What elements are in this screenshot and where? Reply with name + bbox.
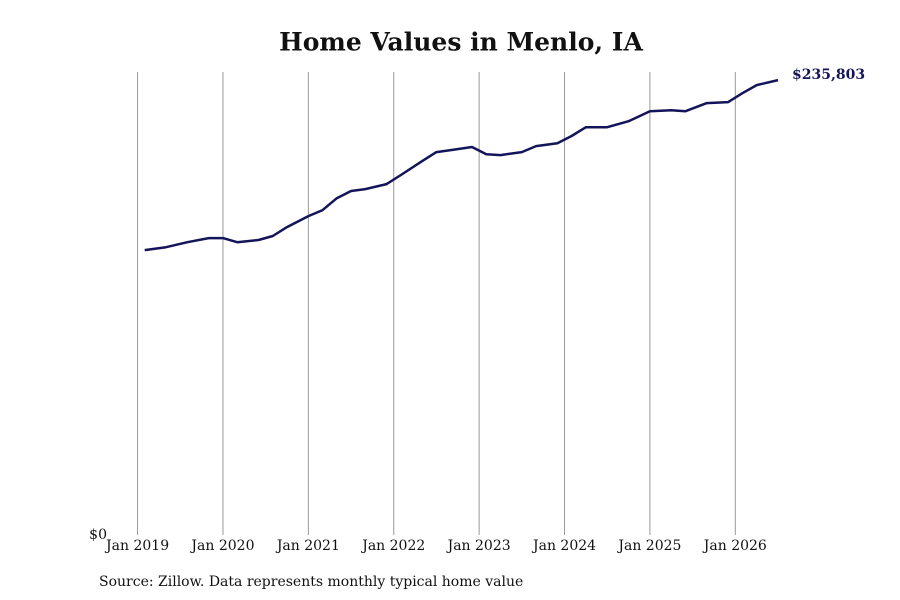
x-tick-label: Jan 2020	[189, 538, 254, 554]
chart-title: Home Values in Menlo, IA	[279, 28, 643, 57]
line	[144, 78, 779, 252]
x-tick-label: Jan 2024	[531, 538, 596, 554]
x-tick-label: Jan 2019	[104, 538, 169, 554]
value-label: $235,803	[792, 67, 865, 83]
x-tick-label: Jan 2025	[616, 538, 681, 554]
x-tick-label: Jan 2023	[446, 538, 511, 554]
x-tick-label: Jan 2022	[360, 538, 425, 554]
y-tick-label: $0	[89, 527, 107, 543]
source-note: Source: Zillow. Data represents monthly …	[99, 574, 523, 590]
x-tick-label: Jan 2021	[275, 538, 340, 554]
x-tick-label: Jan 2026	[702, 538, 767, 554]
